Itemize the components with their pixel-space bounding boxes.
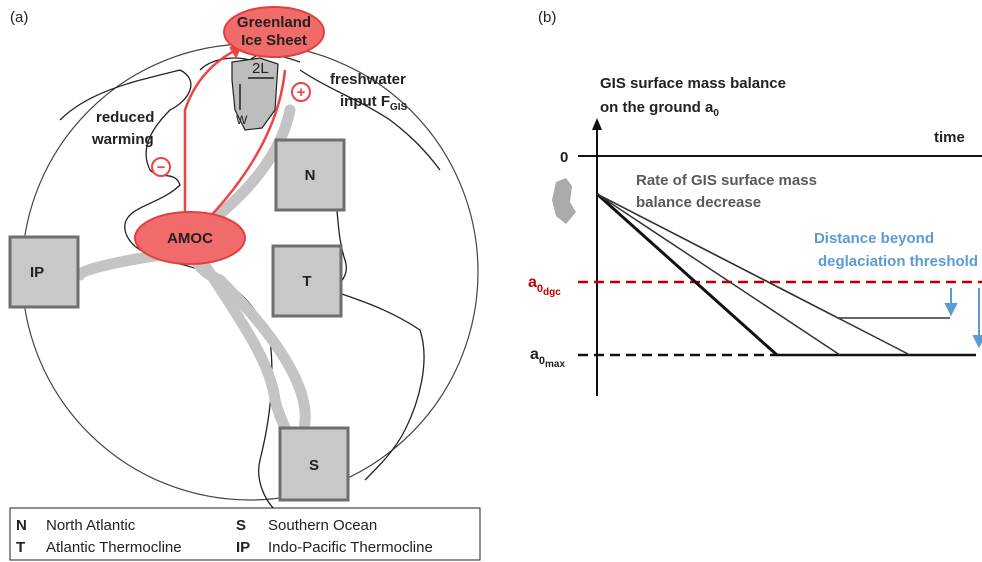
distance-label: Distance beyond <box>814 230 934 247</box>
panel-label: (a) <box>10 9 28 26</box>
y-title-text: on the ground a <box>600 99 714 116</box>
freshwater-label: input FGIS <box>340 93 408 113</box>
plus-sign: + <box>297 84 306 101</box>
a-dgc-subsub: dgc <box>543 287 561 298</box>
freshwater-text: input F <box>340 93 390 110</box>
a-max-subsub: max <box>545 359 565 370</box>
a-max-sub: 0 <box>539 355 545 367</box>
box-n <box>274 138 346 212</box>
a-dgc-label: a0dgc <box>528 274 561 298</box>
distance-label: deglaciation threshold <box>818 253 978 270</box>
rate-label: Rate of GIS surface mass <box>636 172 817 189</box>
legend-key: T <box>16 539 25 556</box>
legend-key: IP <box>236 539 250 556</box>
legend-key: N <box>16 517 27 534</box>
box-label: T <box>302 273 311 290</box>
a-dgc-base: a <box>528 274 537 291</box>
dimension-arrows <box>239 77 274 110</box>
legend-text: North Atlantic <box>46 517 136 534</box>
a-max-base: a <box>530 346 539 363</box>
greenland-label: Greenland <box>237 14 311 31</box>
freshwater-sub: GIS <box>390 102 408 113</box>
continents <box>59 53 441 511</box>
legend-text: Indo-Pacific Thermocline <box>268 539 433 556</box>
legend-text: Southern Ocean <box>268 517 377 534</box>
greenland-ellipse <box>223 6 325 58</box>
x-axis-title: time <box>934 129 965 146</box>
box-label: N <box>305 167 316 184</box>
y-axis-title: on the ground a0 <box>600 99 719 119</box>
legend-text: Atlantic Thermocline <box>46 539 182 556</box>
minus-circle <box>151 157 171 177</box>
box-label: IP <box>30 264 44 281</box>
box-s <box>278 426 350 502</box>
amoc-label: AMOC <box>167 230 213 247</box>
legend-key: S <box>236 517 246 534</box>
reduced-warming-label: reduced <box>96 109 154 126</box>
freshwater-label: freshwater <box>330 71 406 88</box>
plus-circle <box>291 82 311 102</box>
height-label: W <box>236 113 248 127</box>
box-ip <box>8 235 80 309</box>
box-t <box>271 244 343 318</box>
panel-label: (b) <box>538 9 556 26</box>
greenland-icon <box>552 178 576 224</box>
greenland-label: Ice Sheet <box>241 32 307 49</box>
y-title-sub: 0 <box>713 108 719 119</box>
width-label: 2L <box>252 60 269 77</box>
amoc-ellipse <box>134 211 246 265</box>
y-axis-title: GIS surface mass balance <box>600 75 786 92</box>
distance-arrows <box>944 288 982 349</box>
a-max-label: a0max <box>530 346 565 370</box>
legend <box>9 507 481 561</box>
minus-sign: − <box>157 159 166 176</box>
rate-label: balance decrease <box>636 194 761 211</box>
reduced-warming-label: warming <box>91 131 154 148</box>
a-dgc-sub: 0 <box>537 283 543 295</box>
y-axis-arrow <box>592 118 602 130</box>
decline-lines <box>595 192 950 357</box>
box-label: S <box>309 457 319 474</box>
zero-label: 0 <box>560 149 568 166</box>
